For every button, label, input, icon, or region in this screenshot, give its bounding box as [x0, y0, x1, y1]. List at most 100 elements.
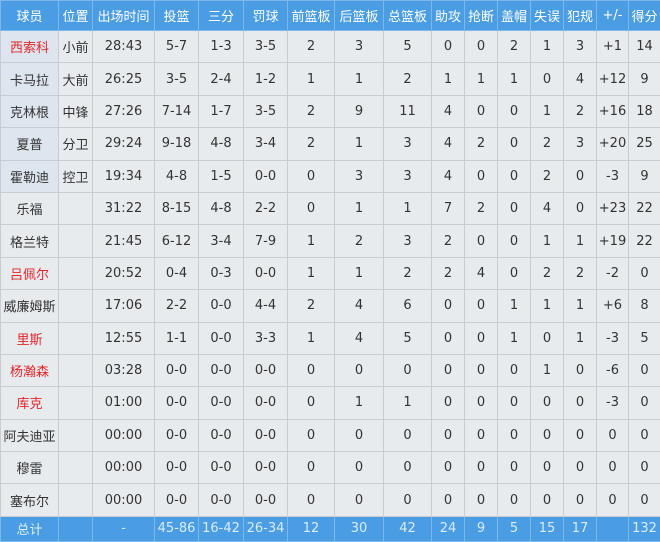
stat-cell: 0-0 — [199, 387, 244, 419]
column-header[interactable]: 投篮 — [155, 1, 199, 31]
stat-cell: 0-0 — [155, 484, 199, 516]
stat-cell: 1 — [531, 354, 564, 386]
stat-cell: 22 — [629, 192, 660, 224]
column-header[interactable]: 前篮板 — [288, 1, 335, 31]
stat-cell: 0 — [564, 354, 597, 386]
column-header[interactable]: 助攻 — [432, 1, 465, 31]
stat-cell: 0 — [335, 419, 384, 451]
stat-cell: 1 — [384, 192, 432, 224]
player-name[interactable]: 威廉姆斯 — [1, 290, 59, 322]
stat-cell: 3 — [384, 225, 432, 257]
stat-cell: 3 — [335, 31, 384, 63]
player-name[interactable]: 穆雷 — [1, 452, 59, 484]
stat-cell: 20:52 — [93, 257, 155, 289]
stat-cell: 0 — [531, 322, 564, 354]
stat-cell: 0 — [465, 31, 498, 63]
stat-cell: 0 — [432, 322, 465, 354]
stat-cell: 2 — [432, 225, 465, 257]
stat-cell: 0 — [432, 419, 465, 451]
stat-cell: 1 — [531, 31, 564, 63]
stat-cell: 0 — [629, 452, 660, 484]
column-header[interactable]: 盖帽 — [498, 1, 531, 31]
stat-cell: 4 — [335, 322, 384, 354]
stat-cell: 0 — [432, 452, 465, 484]
stat-cell: 0-0 — [199, 452, 244, 484]
stat-cell: +1 — [597, 31, 629, 63]
stat-cell: 4 — [432, 128, 465, 160]
stat-cell: 0 — [465, 160, 498, 192]
column-header[interactable]: 犯规 — [564, 1, 597, 31]
total-cell: 30 — [335, 516, 384, 541]
player-name[interactable]: 夏普 — [1, 128, 59, 160]
column-header[interactable]: 后篮板 — [335, 1, 384, 31]
stat-cell: 03:28 — [93, 354, 155, 386]
stat-cell: 控卫 — [59, 160, 93, 192]
stat-cell: 3 — [564, 31, 597, 63]
player-name[interactable]: 库克 — [1, 387, 59, 419]
stat-cell: 1 — [288, 225, 335, 257]
stat-cell: 22 — [629, 225, 660, 257]
stat-cell: 0-0 — [155, 387, 199, 419]
stat-cell: 3-3 — [244, 322, 288, 354]
column-header[interactable]: 总篮板 — [384, 1, 432, 31]
stat-cell: 0 — [597, 452, 629, 484]
column-header[interactable]: 抢断 — [465, 1, 498, 31]
column-header[interactable]: 球员 — [1, 1, 59, 31]
stat-cell: 0-0 — [244, 452, 288, 484]
stat-cell: 2-4 — [199, 63, 244, 95]
stat-cell: 2 — [564, 257, 597, 289]
column-header[interactable]: 罚球 — [244, 1, 288, 31]
column-header[interactable]: +/- — [597, 1, 629, 31]
stat-cell: +20 — [597, 128, 629, 160]
stat-cell: 0 — [432, 387, 465, 419]
column-header[interactable]: 失误 — [531, 1, 564, 31]
stat-cell: 0 — [432, 290, 465, 322]
player-name[interactable]: 吕佩尔 — [1, 257, 59, 289]
stat-cell: 0 — [432, 484, 465, 516]
stat-cell: 5 — [384, 31, 432, 63]
column-header[interactable]: 三分 — [199, 1, 244, 31]
stat-cell — [59, 192, 93, 224]
player-name[interactable]: 乐福 — [1, 192, 59, 224]
stat-cell: 9-18 — [155, 128, 199, 160]
stat-cell: 9 — [629, 63, 660, 95]
column-header[interactable]: 出场时间 — [93, 1, 155, 31]
stat-cell: 0 — [531, 484, 564, 516]
player-name[interactable]: 霍勒迪 — [1, 160, 59, 192]
stat-cell: 0-3 — [199, 257, 244, 289]
stat-cell: 1 — [531, 290, 564, 322]
total-cell: 45-86 — [155, 516, 199, 541]
stat-cell: 中锋 — [59, 95, 93, 127]
stat-cell: 1 — [288, 257, 335, 289]
stat-cell: 6-12 — [155, 225, 199, 257]
stat-cell: 0 — [629, 387, 660, 419]
stat-cell: 17:06 — [93, 290, 155, 322]
stat-cell: 1 — [498, 290, 531, 322]
stat-cell: 4 — [531, 192, 564, 224]
player-name[interactable]: 格兰特 — [1, 225, 59, 257]
stat-cell — [59, 354, 93, 386]
stat-cell: 0-0 — [244, 354, 288, 386]
total-cell: 26-34 — [244, 516, 288, 541]
stat-cell: 1 — [465, 63, 498, 95]
stat-cell: 0-0 — [244, 387, 288, 419]
stat-cell: 19:34 — [93, 160, 155, 192]
column-header[interactable]: 位置 — [59, 1, 93, 31]
stat-cell: 0-0 — [155, 419, 199, 451]
stat-cell: 0 — [629, 484, 660, 516]
column-header[interactable]: 得分 — [629, 1, 660, 31]
player-name[interactable]: 阿夫迪亚 — [1, 419, 59, 451]
player-name[interactable]: 卡马拉 — [1, 63, 59, 95]
stat-cell: 0 — [564, 192, 597, 224]
player-name[interactable]: 克林根 — [1, 95, 59, 127]
player-name[interactable]: 里斯 — [1, 322, 59, 354]
player-name[interactable]: 杨瀚森 — [1, 354, 59, 386]
player-name[interactable]: 西索科 — [1, 31, 59, 63]
player-name[interactable]: 塞布尔 — [1, 484, 59, 516]
stat-cell: 3-5 — [244, 95, 288, 127]
